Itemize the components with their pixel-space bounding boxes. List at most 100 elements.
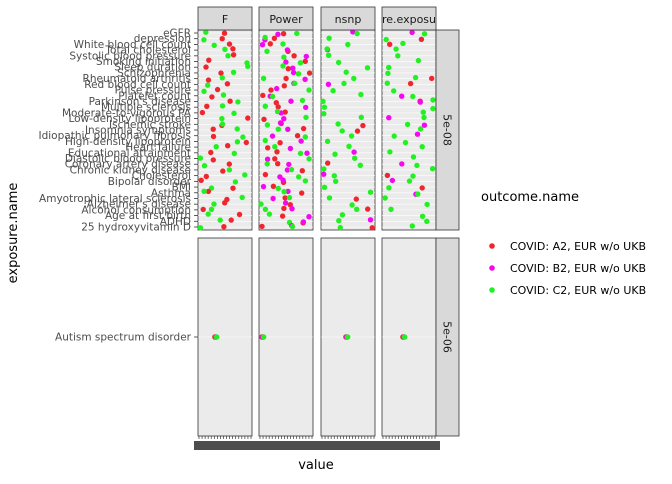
y-tick-label: Alcohol consumption [81,204,191,216]
facet-strip-row [435,237,460,437]
facet-strip-row [435,29,460,231]
facet-strip-col [258,6,314,31]
data-point [260,334,267,340]
data-point [219,121,226,127]
data-point [324,138,331,144]
facet-strip-row-label: 5e-08 [441,114,454,146]
data-point [283,59,289,65]
data-point [203,64,209,70]
data-point [243,139,249,146]
data-point [284,47,291,53]
data-point [419,213,426,219]
data-point [259,223,265,230]
data-point [407,80,414,87]
y-tick-label: Insomnia symptoms [85,125,191,137]
data-point [219,115,225,122]
data-point [304,150,310,156]
data-point [261,116,267,123]
data-point [339,128,345,134]
data-point [285,66,291,72]
data-point [211,201,217,207]
data-point [226,41,233,47]
data-point [274,149,280,155]
y-tick-label: Bipolar disorder [108,176,192,188]
data-point [424,218,430,224]
x-axis [194,436,440,450]
data-point [281,54,287,60]
data-point [339,212,346,218]
data-point [418,36,425,42]
facet-strip-label: Power [269,13,303,26]
data-point [213,334,220,340]
data-point [262,171,269,178]
data-point [242,172,248,178]
data-point [280,177,286,183]
data-point [430,97,436,103]
y-axis-title: exposure.name [6,183,21,284]
data-point [240,134,246,140]
data-point [264,156,271,162]
data-point [386,185,392,191]
data-point [209,94,215,100]
data-point [360,122,366,129]
data-point [325,160,331,166]
data-point [286,194,293,201]
facet-strip-label: F [222,13,228,26]
data-point [275,161,281,167]
data-point [321,171,327,177]
data-point [270,183,277,189]
data-point [297,60,304,66]
y-tick-label: Chronic kidney disease [70,164,191,176]
y-tick-label: ADHD [160,216,191,228]
y-tick-label: Total cholesterol [104,45,191,57]
data-point [201,188,207,194]
facet-strip-label: nsnp [335,13,362,26]
data-point [302,134,308,140]
data-point [399,93,405,99]
x-tick-labels-overplotted [317,441,379,450]
x-axis-title: value [298,458,334,473]
data-point [208,149,214,156]
data-point [417,126,424,132]
data-point [282,109,288,115]
data-point [228,217,234,223]
data-point [429,75,435,82]
data-point [272,156,278,162]
data-point [333,178,339,184]
data-point [348,133,355,139]
data-point [197,155,204,161]
data-point [234,126,240,132]
data-point [387,149,393,155]
data-point [285,188,291,195]
data-point [289,223,296,230]
data-point [331,173,337,179]
facet-strip-row-label: 5e-06 [441,321,454,353]
data-point [421,114,427,121]
data-point [287,145,294,152]
data-point [298,138,304,144]
data-point [404,121,411,128]
data-point [306,156,312,162]
data-point [222,200,228,206]
data-point [275,126,281,132]
data-point [262,206,269,212]
data-point [299,97,306,104]
data-point [231,150,237,157]
facet-strip-col [381,6,437,31]
data-point [262,34,268,41]
data-point [383,36,389,43]
data-point [421,122,428,128]
data-point [260,183,267,190]
data-point [210,133,217,140]
y-tick-label: High-density lipoprotein [65,136,191,148]
data-point [226,161,232,167]
data-point [354,206,360,212]
data-point [386,115,392,121]
data-point [264,122,271,128]
data-point [227,98,233,104]
data-point [239,194,245,201]
data-point [357,162,363,168]
data-point [302,58,308,64]
data-point [306,214,312,220]
